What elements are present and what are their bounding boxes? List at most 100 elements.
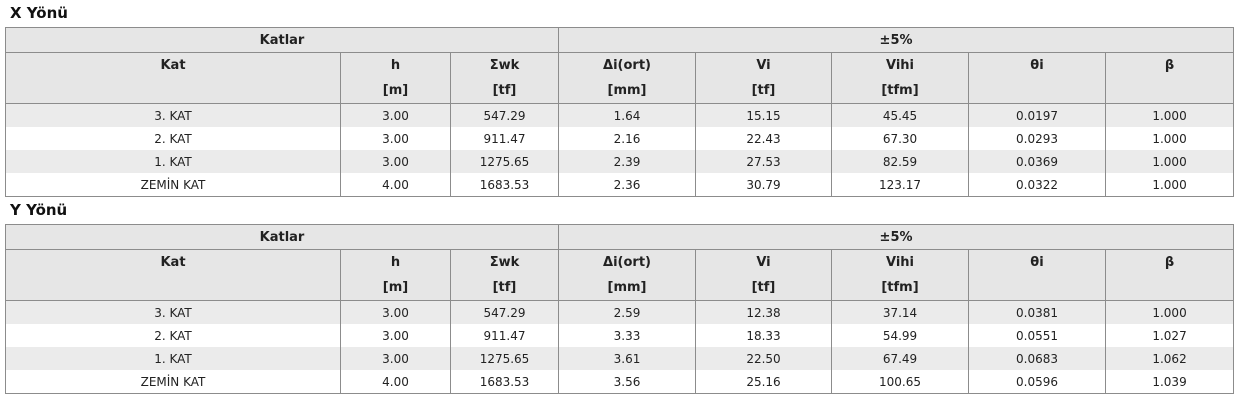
cell: 1683.53 xyxy=(450,173,559,197)
group-header-row: Katlar ±5% xyxy=(5,27,1235,53)
cell: 2. KAT xyxy=(5,324,341,347)
cell: 100.65 xyxy=(831,370,969,394)
column-header: Vi xyxy=(695,249,832,275)
column-unit xyxy=(968,275,1106,301)
cell: 2. KAT xyxy=(5,127,341,150)
column-unit: [tfm] xyxy=(831,78,969,104)
cell: 123.17 xyxy=(831,173,969,197)
unit-row: [m] [tf] [mm] [tf] [tfm] xyxy=(5,275,1235,301)
cell: 1275.65 xyxy=(450,150,559,173)
cell: 15.15 xyxy=(695,103,832,127)
cell: 3.00 xyxy=(340,300,451,324)
cell: 0.0381 xyxy=(968,300,1106,324)
data-row: 2. KAT 3.00 911.47 2.16 22.43 67.30 0.0293 1.00… xyxy=(5,127,1235,150)
column-header: β xyxy=(1104,249,1235,275)
data-row: 1. KAT 3.00 1275.65 2.39 27.53 82.59 0.0369 1.0… xyxy=(5,150,1235,173)
cell: 3.00 xyxy=(340,127,451,150)
cell: 2.36 xyxy=(558,173,696,197)
column-header: Σwk xyxy=(450,52,559,78)
column-unit: [tf] xyxy=(450,275,559,301)
column-header: θi xyxy=(968,249,1106,275)
cell: 0.0683 xyxy=(968,347,1106,370)
column-unit xyxy=(5,78,341,104)
cell: 0.0551 xyxy=(968,324,1106,347)
column-unit: [tf] xyxy=(695,78,832,104)
data-row: ZEMİN KAT 4.00 1683.53 2.36 30.79 123.17 0.032… xyxy=(5,173,1235,197)
cell: 25.16 xyxy=(695,370,832,394)
header-row: Kat h Σwk Δi(ort) Vi Vihi θi β xyxy=(5,52,1235,78)
column-header: Vihi xyxy=(831,249,969,275)
column-header: h xyxy=(340,249,451,275)
data-row: 3. KAT 3.00 547.29 1.64 15.15 45.45 0.0197 1.00… xyxy=(5,103,1235,127)
column-unit: [m] xyxy=(340,275,451,301)
group-header: ±5% xyxy=(557,224,1235,250)
cell: 67.49 xyxy=(831,347,969,370)
group-header-row: Katlar ±5% xyxy=(5,224,1235,250)
cell: 2.16 xyxy=(558,127,696,150)
column-unit: [tf] xyxy=(450,78,559,104)
cell: 3.61 xyxy=(558,347,696,370)
cell: 30.79 xyxy=(695,173,832,197)
cell: ZEMİN KAT xyxy=(5,370,341,394)
column-unit: [mm] xyxy=(558,78,696,104)
cell: 0.0197 xyxy=(968,103,1106,127)
cell: 3. KAT xyxy=(5,300,341,324)
data-row: ZEMİN KAT 4.00 1683.53 3.56 25.16 100.65 0.059… xyxy=(5,370,1235,394)
column-header: β xyxy=(1104,52,1235,78)
column-unit: [mm] xyxy=(558,275,696,301)
cell: 22.43 xyxy=(695,127,832,150)
column-header: Kat xyxy=(5,52,341,78)
section-title: Y Yönü xyxy=(10,201,68,219)
cell: 1.000 xyxy=(1104,150,1235,173)
cell: 1683.53 xyxy=(450,370,559,394)
cell: 1.062 xyxy=(1104,347,1235,370)
cell: 1.027 xyxy=(1104,324,1235,347)
column-header: Vi xyxy=(695,52,832,78)
cell: 1.000 xyxy=(1104,300,1235,324)
column-header: θi xyxy=(968,52,1106,78)
cell: 1275.65 xyxy=(450,347,559,370)
data-row: 3. KAT 3.00 547.29 2.59 12.38 37.14 0.0381 1.00… xyxy=(5,300,1235,324)
column-unit: [tf] xyxy=(695,275,832,301)
cell: 3.00 xyxy=(340,347,451,370)
cell: 0.0322 xyxy=(968,173,1106,197)
group-header: Katlar xyxy=(5,27,559,53)
unit-row: [m] [tf] [mm] [tf] [tfm] xyxy=(5,78,1235,104)
cell: 1.000 xyxy=(1104,127,1235,150)
data-table: Katlar ±5% Kat h Σwk Δi(ort) Vi Vihi θi β [m] [tf][… xyxy=(5,224,1235,394)
cell: 1. KAT xyxy=(5,150,341,173)
section-title: X Yönü xyxy=(10,4,68,22)
cell: 1. KAT xyxy=(5,347,341,370)
cell: 27.53 xyxy=(695,150,832,173)
cell: 0.0596 xyxy=(968,370,1106,394)
data-table: Katlar ±5% Kat h Σwk Δi(ort) Vi Vihi θi β [m] [tf][… xyxy=(5,27,1235,197)
cell: 45.45 xyxy=(831,103,969,127)
cell: 4.00 xyxy=(340,370,451,394)
cell: 2.59 xyxy=(558,300,696,324)
data-row: 2. KAT 3.00 911.47 3.33 18.33 54.99 0.0551 1.02… xyxy=(5,324,1235,347)
column-header: Vihi xyxy=(831,52,969,78)
cell: 0.0293 xyxy=(968,127,1106,150)
cell: 3. KAT xyxy=(5,103,341,127)
cell: 3.00 xyxy=(340,324,451,347)
cell: 1.64 xyxy=(558,103,696,127)
cell: ZEMİN KAT xyxy=(5,173,341,197)
cell: 911.47 xyxy=(450,127,559,150)
cell: 4.00 xyxy=(340,173,451,197)
cell: 12.38 xyxy=(695,300,832,324)
column-unit xyxy=(968,78,1106,104)
cell: 22.50 xyxy=(695,347,832,370)
cell: 3.56 xyxy=(558,370,696,394)
column-header: Kat xyxy=(5,249,341,275)
group-header: Katlar xyxy=(5,224,559,250)
cell: 82.59 xyxy=(831,150,969,173)
cell: 3.33 xyxy=(558,324,696,347)
cell: 1.039 xyxy=(1104,370,1235,394)
column-header: Δi(ort) xyxy=(558,249,696,275)
cell: 3.00 xyxy=(340,103,451,127)
cell: 1.000 xyxy=(1104,103,1235,127)
cell: 3.00 xyxy=(340,150,451,173)
cell: 18.33 xyxy=(695,324,832,347)
column-header: Σwk xyxy=(450,249,559,275)
